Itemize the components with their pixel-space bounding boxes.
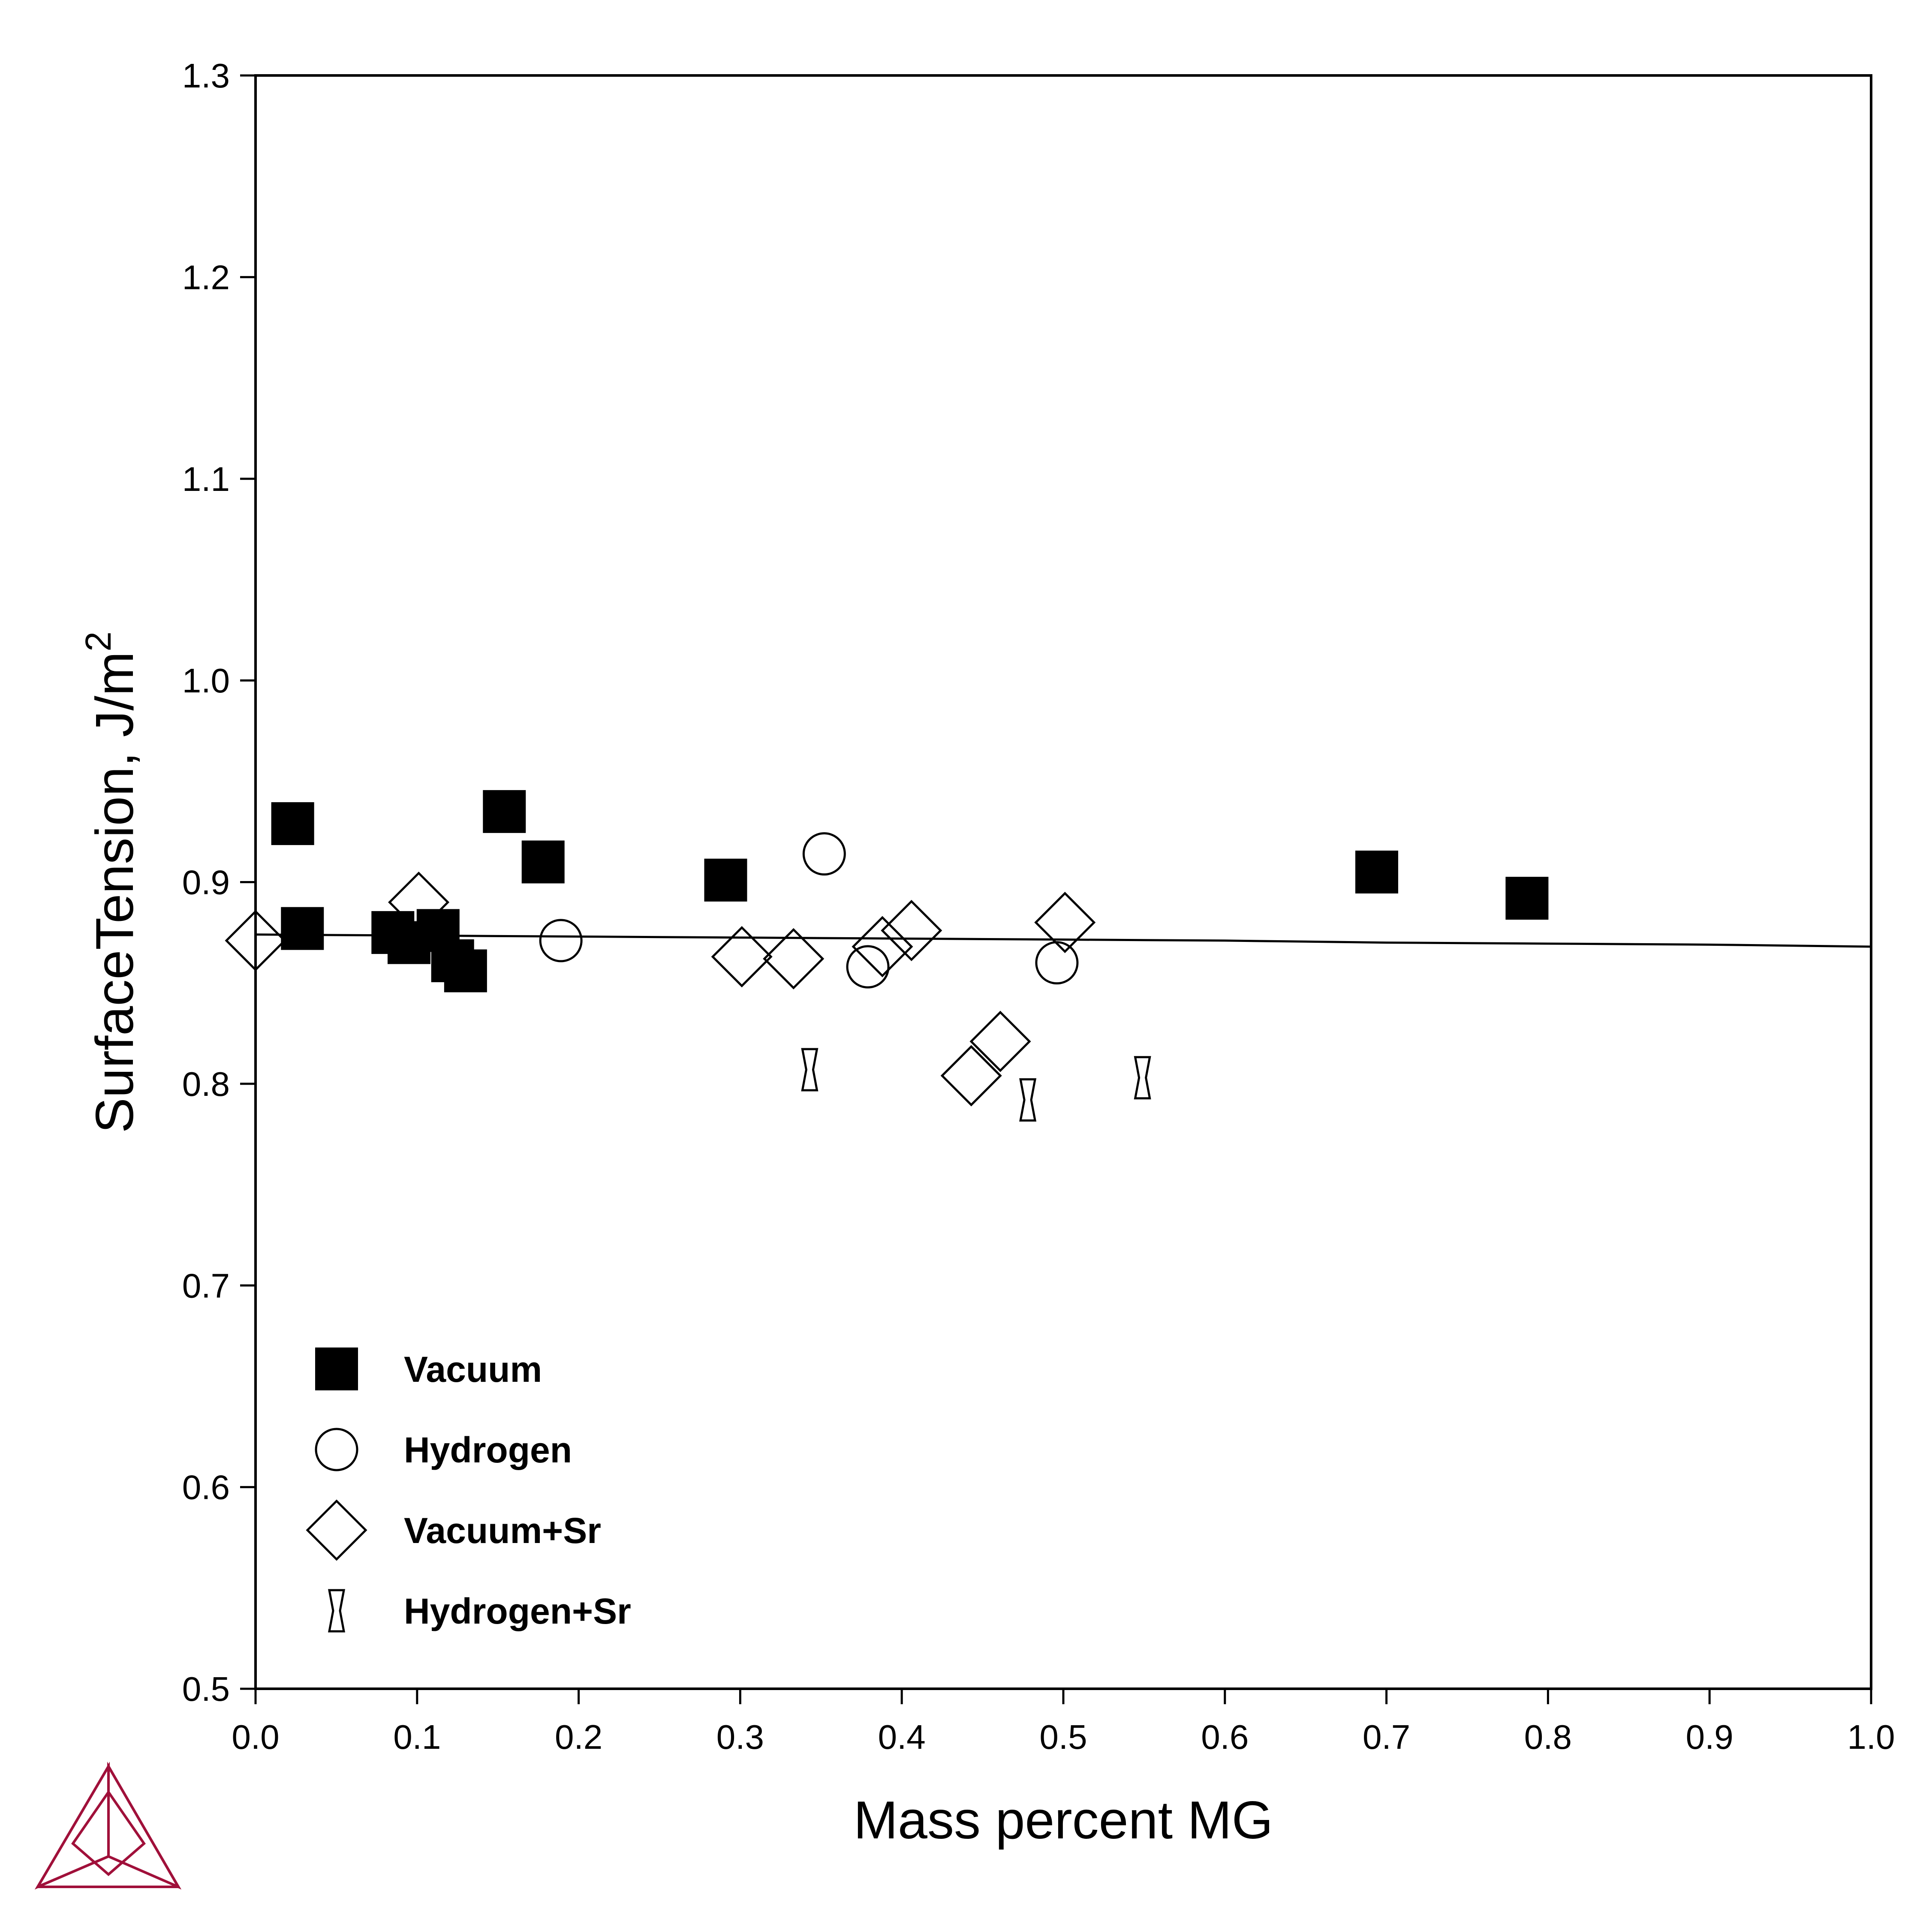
x-tick-label: 0.1 <box>393 1718 441 1756</box>
data-markers <box>225 790 1549 1122</box>
x-tick-label: 0.5 <box>1039 1718 1087 1756</box>
legend-marker-vacuum <box>315 1348 358 1390</box>
fit-line-group <box>255 933 1872 948</box>
x-axis-ticks: 0.0 0.1 0.2 0.3 0.4 0.5 0.6 0.7 0.8 0.9 1.0 <box>232 1689 1895 1756</box>
legend-label: Vacuum <box>404 1349 542 1390</box>
legend-marker-vacuum-sr <box>306 1499 367 1561</box>
logo-inner-triangle-1 <box>34 1761 110 1890</box>
fit-line <box>255 933 1872 948</box>
logo-inner-triangle-2 <box>107 1761 182 1890</box>
y-axis-title: SurfaceTension, J/m2 <box>78 632 144 1133</box>
x-tick-label: 0.9 <box>1686 1718 1733 1756</box>
marker-hydrogen-sr <box>1019 1078 1037 1122</box>
x-tick-label: 0.6 <box>1201 1718 1249 1756</box>
marker-vacuum <box>1355 850 1398 893</box>
marker-vacuum-sr <box>969 1011 1031 1072</box>
marker-hydrogen <box>1035 941 1079 985</box>
y-axis-title-superscript: 2 <box>78 632 118 652</box>
marker-hydrogen-sr <box>1134 1056 1151 1100</box>
marker-vacuum-sr <box>711 926 773 988</box>
logo-line <box>37 1855 109 1888</box>
legend-marker-hydrogen <box>315 1428 358 1471</box>
marker-vacuum-sr <box>881 899 942 961</box>
marker-vacuum <box>704 858 747 902</box>
marker-hydrogen <box>539 919 583 963</box>
x-tick-label: 0.7 <box>1363 1718 1410 1756</box>
y-tick-label: 0.8 <box>182 1065 230 1103</box>
y-tick-label: 0.5 <box>182 1670 230 1708</box>
x-tick-label: 0.8 <box>1524 1718 1572 1756</box>
y-tick-label: 0.6 <box>182 1468 230 1507</box>
marker-vacuum <box>271 802 314 845</box>
x-tick-label: 0.0 <box>232 1718 279 1756</box>
marker-vacuum <box>1505 877 1549 920</box>
x-tick-label: 0.3 <box>716 1718 764 1756</box>
legend-marker-hydrogen-sr <box>328 1589 346 1633</box>
y-tick-label: 0.7 <box>182 1266 230 1305</box>
x-tick-label: 1.0 <box>1847 1718 1895 1756</box>
marker-vacuum-sr <box>940 1045 1002 1107</box>
legend-label: Vacuum+Sr <box>404 1510 601 1551</box>
marker-vacuum-sr <box>225 910 286 972</box>
x-axis-title: Mass percent MG <box>854 1791 1273 1850</box>
y-axis-title-main: SurfaceTension, J/m <box>85 652 144 1133</box>
marker-vacuum <box>483 790 526 833</box>
y-tick-label: 1.2 <box>182 258 230 296</box>
marker-vacuum <box>521 840 565 884</box>
marker-vacuum-sr <box>763 928 825 990</box>
thermo-calc-logo <box>34 1761 182 1890</box>
marker-vacuum-sr <box>388 872 450 933</box>
logo-inner-triangle-3 <box>71 1790 146 1876</box>
marker-vacuum-sr <box>852 916 913 978</box>
marker-vacuum <box>281 907 324 950</box>
y-tick-label: 0.9 <box>182 863 230 902</box>
x-tick-label: 0.2 <box>555 1718 602 1756</box>
y-tick-label: 1.0 <box>182 662 230 700</box>
marker-hydrogen <box>802 832 846 876</box>
y-tick-label: 1.1 <box>182 460 230 498</box>
marker-vacuum <box>444 949 487 993</box>
legend-label: Hydrogen+Sr <box>404 1591 631 1631</box>
marker-hydrogen <box>846 945 890 989</box>
y-axis-ticks: 0.5 0.6 0.7 0.8 0.9 1.0 1.1 1.2 1.3 <box>182 57 256 1708</box>
legend: Vacuum Hydrogen Vacuum+Sr Hydrogen+Sr <box>306 1348 631 1633</box>
y-tick-label: 1.3 <box>182 57 230 95</box>
marker-hydrogen-sr <box>801 1048 819 1092</box>
marker-vacuum-sr <box>1034 892 1096 953</box>
x-tick-label: 0.4 <box>878 1718 926 1756</box>
legend-label: Hydrogen <box>404 1430 572 1470</box>
